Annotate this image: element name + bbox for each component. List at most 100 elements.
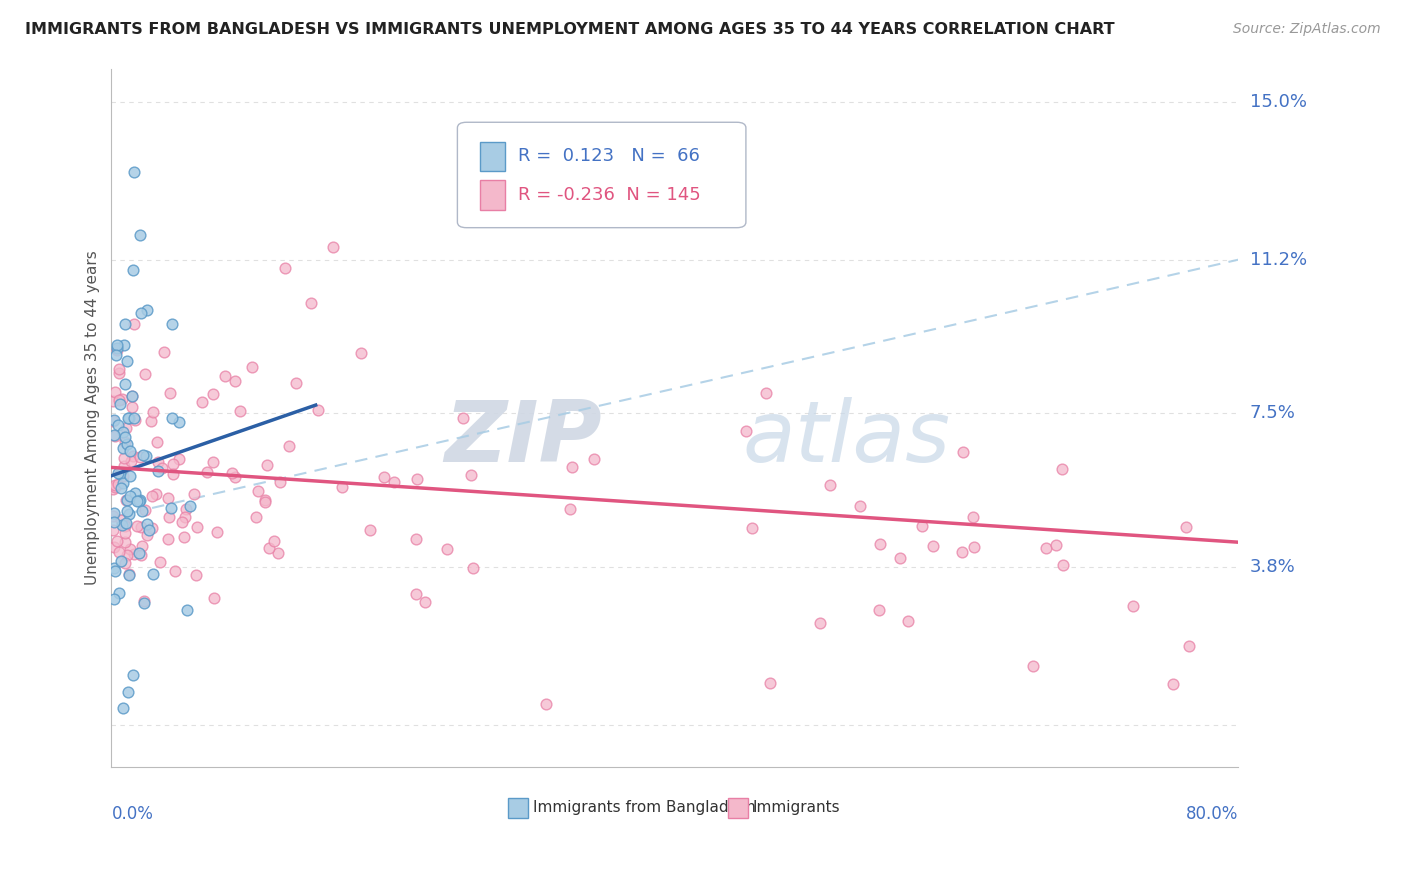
Point xyxy=(117,354,139,368)
Point xyxy=(107,366,129,380)
Point xyxy=(201,455,224,469)
Point xyxy=(224,374,246,388)
Point xyxy=(963,540,986,554)
Point xyxy=(263,533,285,548)
Point xyxy=(107,393,129,408)
Point xyxy=(135,302,157,317)
Point xyxy=(103,592,125,607)
Point xyxy=(122,165,145,179)
Point xyxy=(269,475,291,489)
Point xyxy=(135,516,157,531)
Point xyxy=(121,389,143,403)
Point xyxy=(163,564,186,578)
Point xyxy=(170,516,193,530)
Point xyxy=(120,443,142,458)
Point xyxy=(451,411,474,425)
Point xyxy=(138,523,160,537)
Point xyxy=(897,614,920,628)
Point xyxy=(103,540,125,554)
Point xyxy=(186,520,208,534)
Point xyxy=(134,503,156,517)
FancyBboxPatch shape xyxy=(479,180,505,210)
Point xyxy=(247,484,270,499)
Text: atlas: atlas xyxy=(742,397,950,480)
Point xyxy=(382,475,405,489)
Point xyxy=(755,385,778,400)
Point xyxy=(115,437,138,451)
Point xyxy=(183,487,205,501)
Point xyxy=(103,516,125,530)
Point xyxy=(103,561,125,575)
Point xyxy=(1022,658,1045,673)
Point xyxy=(114,492,136,507)
Point xyxy=(114,429,136,443)
Point xyxy=(114,556,136,570)
Point xyxy=(105,343,128,358)
FancyBboxPatch shape xyxy=(508,798,529,818)
Point xyxy=(463,561,485,575)
Point xyxy=(350,345,373,359)
Point xyxy=(118,507,141,521)
Point xyxy=(253,494,276,508)
Point xyxy=(273,260,295,275)
Point xyxy=(1045,538,1067,552)
Point xyxy=(135,527,157,541)
Point xyxy=(122,317,145,331)
Y-axis label: Unemployment Among Ages 35 to 44 years: Unemployment Among Ages 35 to 44 years xyxy=(86,250,100,585)
Point xyxy=(962,510,984,524)
Point xyxy=(405,532,427,546)
Point xyxy=(121,668,143,682)
Point xyxy=(156,532,179,546)
Point xyxy=(107,477,129,491)
Point xyxy=(808,615,831,630)
Point xyxy=(112,458,135,473)
Point xyxy=(174,509,197,524)
Text: 3.8%: 3.8% xyxy=(1250,558,1295,576)
Point xyxy=(299,295,322,310)
Point xyxy=(105,348,128,362)
Point xyxy=(253,493,276,508)
Point xyxy=(195,465,218,479)
Point xyxy=(104,478,127,492)
Point xyxy=(132,448,155,462)
Point xyxy=(245,509,267,524)
Point xyxy=(114,377,136,392)
Point xyxy=(104,384,127,399)
Point xyxy=(167,451,190,466)
Point xyxy=(869,536,891,550)
Point xyxy=(112,338,135,352)
Point xyxy=(848,499,870,513)
Point xyxy=(257,541,280,555)
Point xyxy=(125,519,148,533)
Point xyxy=(128,227,150,242)
Point xyxy=(125,494,148,508)
Point xyxy=(146,435,169,450)
Point xyxy=(114,535,136,549)
Point xyxy=(108,467,131,481)
Point xyxy=(128,546,150,560)
Point xyxy=(101,508,124,523)
Point xyxy=(141,520,163,534)
Text: 11.2%: 11.2% xyxy=(1250,251,1306,268)
Point xyxy=(1178,639,1201,653)
Point xyxy=(214,368,236,383)
Text: Immigrants from Bangladesh: Immigrants from Bangladesh xyxy=(533,800,755,815)
Point xyxy=(221,466,243,480)
Point xyxy=(307,403,329,417)
Point xyxy=(150,461,173,475)
Point xyxy=(190,394,212,409)
Point xyxy=(104,480,127,494)
Point xyxy=(103,506,125,520)
Point xyxy=(117,548,139,562)
Point xyxy=(179,499,201,513)
Point xyxy=(162,467,184,481)
Point xyxy=(112,451,135,466)
Text: R =  0.123   N =  66: R = 0.123 N = 66 xyxy=(519,147,700,166)
Point xyxy=(112,425,135,439)
Point xyxy=(124,412,146,426)
Point xyxy=(146,464,169,478)
Point xyxy=(868,602,890,616)
Point xyxy=(131,539,153,553)
Point xyxy=(157,510,180,524)
Point xyxy=(436,541,458,556)
